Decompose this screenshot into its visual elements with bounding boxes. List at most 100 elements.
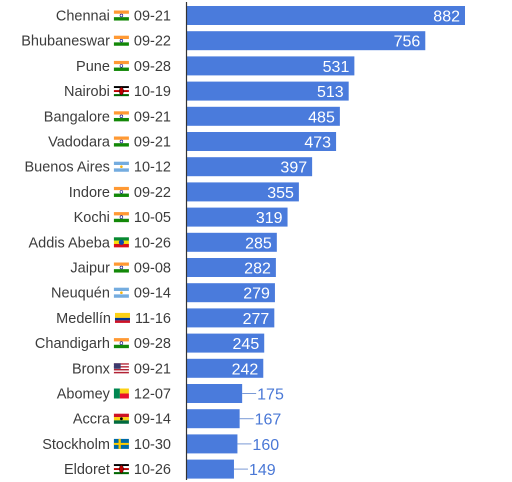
- category-city: Bhubaneswar: [21, 34, 110, 50]
- category-city: Bangalore: [44, 109, 110, 125]
- category-label: 09-14 Accra: [73, 412, 171, 428]
- category-label: 10-30 Stockholm: [42, 437, 171, 453]
- bar: [187, 283, 275, 303]
- value-label: 160: [252, 437, 279, 454]
- category-label: 10-12 Buenos Aires: [24, 160, 171, 176]
- value-label: 513: [317, 84, 344, 101]
- india-flag-icon: [113, 186, 129, 197]
- category-label: 10-26 Eldoret: [64, 462, 171, 478]
- bar: [187, 56, 355, 76]
- category-city: Indore: [69, 185, 110, 201]
- category-label: 11-16 Medellín: [56, 311, 171, 327]
- bar: [187, 81, 349, 101]
- value-label: 175: [257, 387, 284, 404]
- bar: [187, 132, 337, 151]
- category-date: 09-21: [134, 109, 171, 125]
- bar: [187, 358, 264, 378]
- category-label: 10-26 Addis Abeba: [28, 235, 171, 251]
- value-label: 242: [232, 361, 259, 378]
- value-label: 279: [243, 286, 270, 303]
- india-flag-icon: [113, 212, 129, 223]
- category-label: 09-28 Pune: [76, 59, 171, 75]
- category-date: 09-08: [134, 261, 171, 277]
- category-label: 09-21 Bronx: [72, 361, 171, 377]
- category-label: 09-21 Vadodara: [48, 135, 171, 151]
- value-label: 277: [243, 311, 270, 328]
- value-label: 167: [255, 412, 282, 429]
- category-city: Bronx: [72, 361, 111, 377]
- colombia-flag-icon: [114, 312, 130, 323]
- category-city: Jaipur: [70, 261, 110, 277]
- category-city: Pune: [76, 59, 110, 75]
- category-date: 09-28: [134, 59, 171, 75]
- bar: [187, 434, 238, 454]
- category-date: 09-28: [134, 336, 171, 352]
- sweden-flag-icon: [113, 438, 129, 449]
- value-label: 149: [249, 462, 276, 479]
- category-city: Buenos Aires: [24, 160, 109, 176]
- india-flag-icon: [113, 35, 129, 46]
- value-label: 282: [244, 261, 271, 278]
- category-date: 09-22: [134, 185, 171, 201]
- india-flag-icon: [113, 10, 129, 21]
- category-date: 10-12: [134, 160, 171, 176]
- value-label: 397: [280, 160, 307, 177]
- category-date: 09-14: [134, 412, 171, 428]
- bar: [187, 384, 243, 403]
- bar: [187, 459, 234, 479]
- bar: [187, 106, 340, 126]
- value-label: 473: [304, 135, 331, 152]
- category-label: 09-22 Bhubaneswar: [21, 34, 171, 50]
- category-label: 09-21 Chennai: [56, 9, 171, 25]
- argentina-flag-icon: [113, 161, 129, 172]
- category-date: 10-30: [134, 437, 171, 453]
- category-date: 10-26: [134, 235, 171, 251]
- category-city: Medellín: [56, 311, 111, 327]
- bar: [187, 232, 277, 252]
- bars-layer: 882 756 531 513 485 473 397 355 319 285 282 279 277 2…: [187, 6, 465, 479]
- bar: [187, 333, 265, 353]
- value-label: 245: [233, 336, 260, 353]
- india-flag-icon: [113, 136, 129, 147]
- value-label: 319: [256, 210, 283, 227]
- category-date: 09-22: [134, 34, 171, 50]
- bar: [187, 258, 276, 277]
- category-label: 09-28 Chandigarh: [35, 336, 171, 352]
- category-city: Chandigarh: [35, 336, 110, 352]
- category-label: 12-07 Abomey: [57, 387, 171, 403]
- bar: [187, 157, 313, 177]
- value-label: 882: [433, 9, 460, 26]
- category-city: Neuquén: [51, 286, 110, 302]
- bar: [187, 6, 465, 25]
- category-date: 10-05: [134, 210, 171, 226]
- bar: [187, 182, 299, 202]
- ghana-flag-icon: [113, 413, 129, 424]
- value-label: 531: [323, 59, 350, 76]
- category-date: 09-14: [134, 286, 171, 302]
- category-city: Stockholm: [42, 437, 110, 453]
- category-date: 09-21: [134, 9, 171, 25]
- category-city: Chennai: [56, 9, 110, 25]
- category-label: 10-19 Nairobi: [64, 84, 171, 100]
- category-city: Abomey: [57, 387, 111, 403]
- usa-flag-icon: [113, 363, 129, 374]
- category-city: Accra: [73, 412, 111, 428]
- category-label: 10-05 Kochi: [74, 210, 171, 226]
- category-label: 09-22 Indore: [69, 185, 171, 201]
- kenya-flag-icon: [113, 86, 129, 97]
- category-city: Kochi: [74, 210, 110, 226]
- category-date: 10-19: [134, 84, 171, 100]
- category-city: Addis Abeba: [28, 235, 110, 251]
- category-label: 09-21 Bangalore: [44, 109, 171, 125]
- category-label: 09-14 Neuquén: [51, 286, 171, 302]
- value-label: 485: [308, 109, 335, 126]
- value-label: 756: [394, 34, 421, 51]
- india-flag-icon: [113, 262, 129, 273]
- ethiopia-flag-icon: [113, 237, 129, 248]
- value-label: 285: [245, 235, 272, 252]
- category-date: 09-21: [134, 361, 171, 377]
- kenya-flag-icon: [113, 464, 129, 475]
- india-flag-icon: [113, 60, 129, 71]
- benin-flag-icon: [113, 388, 129, 399]
